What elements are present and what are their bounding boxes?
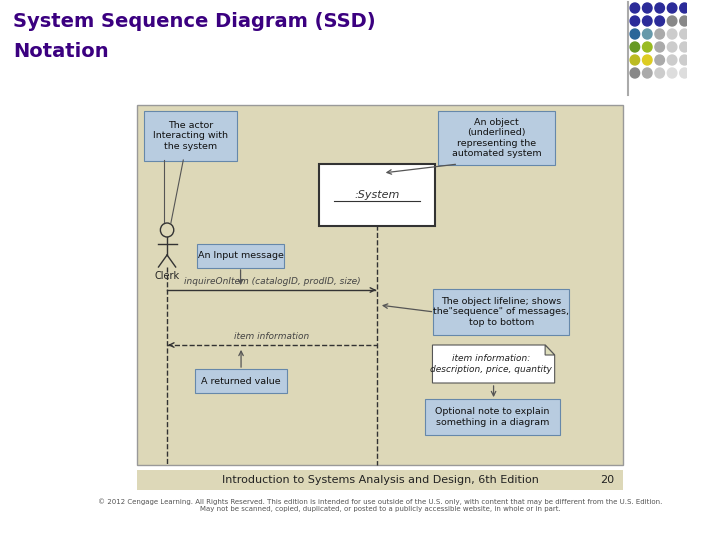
Text: The object lifeline; shows
the"sequence" of messages,
top to bottom: The object lifeline; shows the"sequence"… <box>433 297 570 327</box>
Circle shape <box>642 68 652 78</box>
Circle shape <box>630 68 639 78</box>
Circle shape <box>667 16 677 26</box>
Circle shape <box>680 29 689 39</box>
Text: :System: :System <box>354 190 400 200</box>
Circle shape <box>680 42 689 52</box>
Polygon shape <box>433 345 554 383</box>
Circle shape <box>680 68 689 78</box>
Circle shape <box>655 42 665 52</box>
Circle shape <box>655 3 665 13</box>
Text: The actor
Interacting with
the system: The actor Interacting with the system <box>153 121 228 151</box>
Circle shape <box>680 55 689 65</box>
Text: 20: 20 <box>600 475 614 485</box>
Text: A returned value: A returned value <box>202 376 281 386</box>
Text: An object
(underlined)
representing the
automated system: An object (underlined) representing the … <box>451 118 541 158</box>
Circle shape <box>680 16 689 26</box>
Circle shape <box>642 42 652 52</box>
Text: Optional note to explain
something in a diagram: Optional note to explain something in a … <box>436 407 550 427</box>
Text: inquireOnItem (catalogID, prodID, size): inquireOnItem (catalogID, prodID, size) <box>184 277 361 286</box>
FancyBboxPatch shape <box>425 399 560 435</box>
Text: Introduction to Systems Analysis and Design, 6th Edition: Introduction to Systems Analysis and Des… <box>222 475 539 485</box>
Circle shape <box>667 29 677 39</box>
FancyBboxPatch shape <box>137 105 624 465</box>
FancyBboxPatch shape <box>433 289 569 335</box>
Circle shape <box>630 29 639 39</box>
Circle shape <box>655 55 665 65</box>
Circle shape <box>680 3 689 13</box>
Circle shape <box>630 16 639 26</box>
Circle shape <box>655 29 665 39</box>
FancyBboxPatch shape <box>438 111 554 165</box>
Circle shape <box>667 3 677 13</box>
Circle shape <box>630 42 639 52</box>
Circle shape <box>667 55 677 65</box>
Circle shape <box>642 29 652 39</box>
FancyBboxPatch shape <box>197 244 284 268</box>
Text: item information: item information <box>235 332 310 341</box>
Text: Notation: Notation <box>14 42 109 61</box>
Circle shape <box>667 42 677 52</box>
Circle shape <box>642 3 652 13</box>
Circle shape <box>642 55 652 65</box>
Circle shape <box>655 16 665 26</box>
Circle shape <box>630 55 639 65</box>
Text: © 2012 Cengage Learning. All Rights Reserved. This edition is intended for use o: © 2012 Cengage Learning. All Rights Rese… <box>98 498 662 512</box>
Circle shape <box>667 68 677 78</box>
Circle shape <box>642 16 652 26</box>
Circle shape <box>630 3 639 13</box>
Text: item information:
description, price, quantity: item information: description, price, qu… <box>430 354 552 374</box>
Text: Clerk: Clerk <box>155 271 179 281</box>
Text: System Sequence Diagram (SSD): System Sequence Diagram (SSD) <box>14 12 376 31</box>
Text: An Input message: An Input message <box>197 252 284 260</box>
FancyBboxPatch shape <box>137 470 624 490</box>
FancyBboxPatch shape <box>144 111 237 161</box>
Circle shape <box>655 68 665 78</box>
FancyBboxPatch shape <box>194 369 287 393</box>
FancyBboxPatch shape <box>319 164 436 226</box>
Polygon shape <box>545 345 554 355</box>
